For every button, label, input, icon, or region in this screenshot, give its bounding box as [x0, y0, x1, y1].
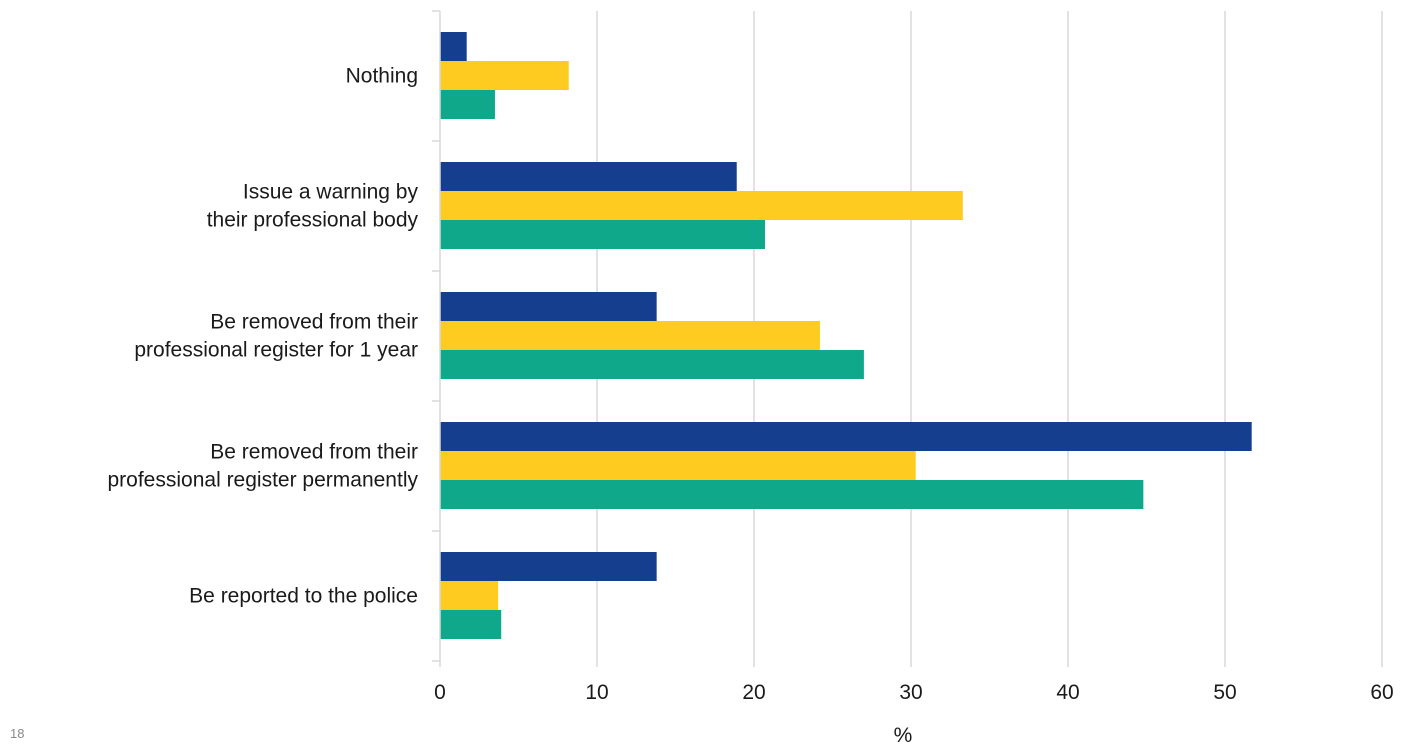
category-label-line: Nothing [346, 65, 418, 88]
x-tick-label: 40 [1056, 681, 1079, 704]
page-number: 18 [10, 726, 25, 741]
bar [440, 451, 916, 480]
bar [440, 321, 820, 350]
bar [440, 610, 502, 639]
category-label-line: Be removed from their [210, 311, 418, 334]
bars [440, 32, 1252, 639]
category-label-line: Issue a warning by [243, 181, 419, 204]
y-axis [432, 10, 1383, 667]
bar [440, 90, 495, 119]
bar [440, 32, 467, 61]
category-label: Be removed from their professional regist… [134, 311, 418, 362]
bar [440, 220, 765, 249]
bar [440, 61, 569, 90]
category-label-line: Be removed from their [210, 441, 418, 464]
category-label-line: Be reported to the police [189, 585, 418, 608]
x-tick-label: 30 [899, 681, 922, 704]
category-label-line: their professional body [207, 209, 419, 232]
bar [440, 191, 963, 220]
x-tick-label: 0 [434, 681, 446, 704]
category-labels: Nothing Issue a warning by their professio… [108, 65, 419, 608]
bar [440, 480, 1144, 509]
bar [440, 162, 737, 191]
x-tick-label: 60 [1370, 681, 1393, 704]
category-label-line: professional register permanently [108, 469, 419, 492]
x-tick-label: 20 [742, 681, 765, 704]
category-label: Be reported to the police [189, 585, 418, 608]
x-tick-labels: 0 10 20 30 40 50 60 [434, 681, 1394, 704]
category-label-line: professional register for 1 year [134, 339, 418, 362]
bar [440, 422, 1252, 451]
bar [440, 552, 657, 581]
gridlines [596, 11, 1383, 660]
x-tick-label: 10 [585, 681, 608, 704]
category-label: Issue a warning by their professional bod… [207, 181, 419, 232]
category-label: Be removed from their professional regist… [108, 441, 419, 492]
bar [440, 581, 499, 610]
x-tick-label: 50 [1213, 681, 1236, 704]
bar [440, 350, 864, 379]
bar [440, 292, 657, 321]
x-axis-title: % [894, 724, 913, 745]
category-label: Nothing [346, 65, 418, 88]
